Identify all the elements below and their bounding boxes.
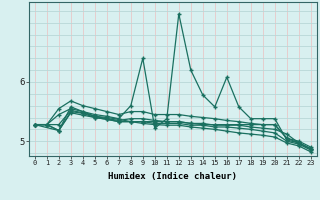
X-axis label: Humidex (Indice chaleur): Humidex (Indice chaleur) — [108, 172, 237, 181]
